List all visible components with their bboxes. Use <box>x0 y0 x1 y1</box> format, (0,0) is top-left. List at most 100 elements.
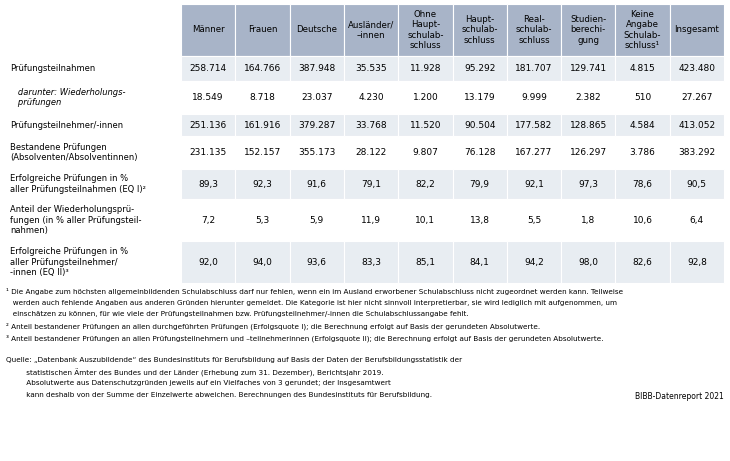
Bar <box>669 4 724 56</box>
Bar <box>235 4 290 56</box>
Bar <box>344 4 398 56</box>
Bar <box>181 169 235 199</box>
Text: 90.504: 90.504 <box>464 120 496 130</box>
Bar <box>561 4 615 56</box>
Text: 167.277: 167.277 <box>515 148 553 157</box>
Bar <box>235 81 290 114</box>
Bar <box>235 136 290 169</box>
Text: Haupt-
schulab-
schluss: Haupt- schulab- schluss <box>461 15 498 45</box>
Bar <box>235 199 290 241</box>
Bar <box>344 81 398 114</box>
Bar <box>235 169 290 199</box>
Bar <box>453 81 507 114</box>
Text: 33.768: 33.768 <box>356 120 387 130</box>
Bar <box>615 114 669 136</box>
Text: 5,5: 5,5 <box>527 215 541 225</box>
Bar <box>453 4 507 56</box>
Bar <box>6 199 181 241</box>
Text: 9.807: 9.807 <box>412 148 438 157</box>
Bar <box>507 199 561 241</box>
Bar <box>669 241 724 283</box>
Text: 181.707: 181.707 <box>515 64 553 73</box>
Text: 129.741: 129.741 <box>569 64 607 73</box>
Bar <box>235 114 290 136</box>
Text: 1,8: 1,8 <box>581 215 596 225</box>
Bar <box>561 169 615 199</box>
Bar <box>290 169 344 199</box>
Text: 383.292: 383.292 <box>678 148 715 157</box>
Bar <box>181 56 235 81</box>
Text: Prüfungsteilnehmer/-innen: Prüfungsteilnehmer/-innen <box>10 120 123 130</box>
Bar <box>453 114 507 136</box>
Bar <box>561 114 615 136</box>
Text: 13.179: 13.179 <box>464 93 496 102</box>
Text: 1.200: 1.200 <box>412 93 438 102</box>
Bar <box>561 136 615 169</box>
Text: 413.052: 413.052 <box>678 120 715 130</box>
Bar <box>344 199 398 241</box>
Bar <box>669 199 724 241</box>
Bar <box>6 56 181 81</box>
Bar <box>615 4 669 56</box>
Bar <box>181 199 235 241</box>
Bar <box>235 241 290 283</box>
Bar <box>507 114 561 136</box>
Bar <box>6 136 181 169</box>
Text: 94,0: 94,0 <box>253 258 272 266</box>
Text: 231.135: 231.135 <box>190 148 227 157</box>
Bar <box>290 56 344 81</box>
Text: Studien-
berechi-
gung: Studien- berechi- gung <box>570 15 607 45</box>
Text: Anteil der Wiederholungsprü-
fungen (in % aller Prüfungsteil-
nahmen): Anteil der Wiederholungsprü- fungen (in … <box>10 205 142 235</box>
Bar <box>615 136 669 169</box>
Text: 97,3: 97,3 <box>578 179 599 189</box>
Text: 23.037: 23.037 <box>301 93 332 102</box>
Bar <box>669 114 724 136</box>
Bar <box>6 114 181 136</box>
Text: 79,1: 79,1 <box>361 179 381 189</box>
Bar <box>181 114 235 136</box>
Text: 85,1: 85,1 <box>415 258 435 266</box>
Text: 78,6: 78,6 <box>633 179 653 189</box>
Bar <box>561 241 615 283</box>
Bar <box>453 199 507 241</box>
Text: 10,6: 10,6 <box>633 215 653 225</box>
Bar <box>615 241 669 283</box>
Bar <box>181 81 235 114</box>
Text: 6,4: 6,4 <box>690 215 704 225</box>
Bar <box>507 136 561 169</box>
Text: 98,0: 98,0 <box>578 258 599 266</box>
Text: 28.122: 28.122 <box>356 148 387 157</box>
Bar <box>561 56 615 81</box>
Bar <box>615 81 669 114</box>
Text: Frauen: Frauen <box>247 25 277 35</box>
Text: 13,8: 13,8 <box>469 215 490 225</box>
Text: 510: 510 <box>634 93 651 102</box>
Text: werden auch fehlende Angaben aus anderen Gründen hierunter gemeldet. Die Kategor: werden auch fehlende Angaben aus anderen… <box>6 300 617 306</box>
Text: 91,6: 91,6 <box>307 179 327 189</box>
Bar <box>398 169 453 199</box>
Text: 258.714: 258.714 <box>190 64 227 73</box>
Text: 11.520: 11.520 <box>410 120 441 130</box>
Bar <box>507 81 561 114</box>
Bar <box>290 81 344 114</box>
Text: 92,3: 92,3 <box>253 179 272 189</box>
Text: 379.287: 379.287 <box>298 120 335 130</box>
Text: Quelle: „Datenbank Auszubildende“ des Bundesinstituts für Berufsbildung auf Basi: Quelle: „Datenbank Auszubildende“ des Bu… <box>6 357 462 363</box>
Text: ² Anteil bestandener Prüfungen an allen durchgeführten Prüfungen (Erfolgsquote I: ² Anteil bestandener Prüfungen an allen … <box>6 323 540 330</box>
Text: darunter: Wiederholungs-
   prüfungen: darunter: Wiederholungs- prüfungen <box>10 88 126 107</box>
Bar <box>344 56 398 81</box>
Text: 92,8: 92,8 <box>687 258 707 266</box>
Text: 128.865: 128.865 <box>569 120 607 130</box>
Text: 79,9: 79,9 <box>469 179 490 189</box>
Bar <box>290 114 344 136</box>
Text: 177.582: 177.582 <box>515 120 553 130</box>
Text: 94,2: 94,2 <box>524 258 544 266</box>
Bar <box>344 169 398 199</box>
Text: Ohne
Haupt-
schulab-
schluss: Ohne Haupt- schulab- schluss <box>407 10 444 50</box>
Text: 126.297: 126.297 <box>569 148 607 157</box>
Text: 11,9: 11,9 <box>361 215 381 225</box>
Text: kann deshalb von der Summe der Einzelwerte abweichen. Berechnungen des Bundesins: kann deshalb von der Summe der Einzelwer… <box>6 391 432 397</box>
Bar <box>181 241 235 283</box>
Text: 161.916: 161.916 <box>244 120 281 130</box>
Bar <box>669 56 724 81</box>
